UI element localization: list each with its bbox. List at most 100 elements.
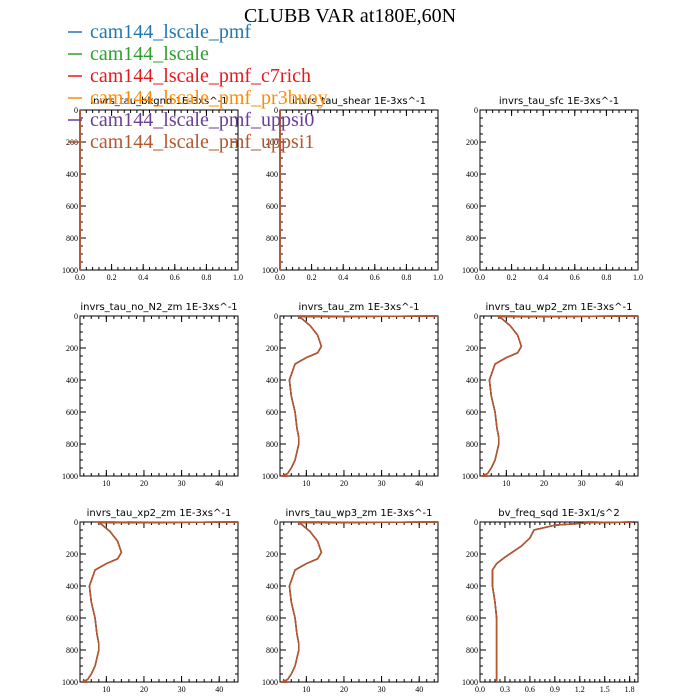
y-tick-label: 0 [274, 312, 278, 321]
x-tick-label: 0.8 [601, 273, 611, 282]
series-line-3 [491, 521, 634, 682]
y-tick-label: 1000 [262, 266, 278, 275]
y-tick-label: 600 [466, 202, 478, 211]
y-tick-label: 800 [266, 234, 278, 243]
y-tick-label: 600 [66, 202, 78, 211]
legend-item: cam144_lscale_pmf_pr3buoy [68, 87, 328, 109]
y-tick-label: 200 [466, 344, 478, 353]
y-tick-label: 400 [466, 582, 478, 591]
legend: cam144_lscale_pmfcam144_lscalecam144_lsc… [68, 21, 328, 153]
x-tick-label: 40 [415, 479, 423, 488]
plot-frame [479, 521, 639, 683]
series-line-4 [491, 521, 634, 682]
y-tick-label: 800 [466, 440, 478, 449]
x-tick-label: 0.6 [525, 685, 535, 694]
series-line-6 [281, 315, 439, 477]
y-tick-label: 0 [74, 518, 78, 527]
x-tick-label: 0.0 [475, 273, 485, 282]
y-tick-label: 400 [466, 376, 478, 385]
y-tick-label: 800 [466, 646, 478, 655]
y-tick-label: 0 [74, 106, 78, 115]
panel-2: invrs_tau_shear 1E-3xs^-1 0 200 400 600 800 10… [262, 96, 443, 282]
x-tick-label: 10 [502, 479, 510, 488]
y-tick-label: 0 [474, 518, 478, 527]
series-line-4 [481, 315, 639, 477]
plot-frame [279, 315, 439, 477]
y-tick-label: 600 [66, 614, 78, 623]
x-tick-label: 0.6 [570, 273, 580, 282]
panel-3: invrs_tau_sfc 1E-3xs^-1 0 200 400 600 800 1000… [462, 96, 643, 282]
x-tick-label: 1.5 [600, 685, 610, 694]
x-tick-label: 1.2 [575, 685, 585, 694]
y-tick-label: 400 [266, 376, 278, 385]
y-tick-label: 600 [266, 614, 278, 623]
y-tick-label: 1000 [462, 472, 478, 481]
y-tick-label: 200 [66, 550, 78, 559]
y-tick-label: 400 [66, 170, 78, 179]
series-line-6 [81, 521, 239, 683]
x-tick-label: 20 [140, 685, 148, 694]
x-tick-label: 40 [215, 685, 223, 694]
figure-title: CLUBB VAR at180E,60N [244, 5, 456, 27]
series-line-5 [491, 521, 634, 682]
x-tick-label: 40 [215, 479, 223, 488]
y-tick-label: 400 [466, 170, 478, 179]
y-tick-label: 1000 [462, 266, 478, 275]
series-line-4 [281, 315, 439, 477]
x-tick-label: 0.4 [538, 273, 548, 282]
x-tick-label: 30 [378, 685, 386, 694]
series-line-6 [281, 521, 439, 683]
x-tick-label: 0.2 [507, 273, 517, 282]
panel-title: invrs_tau_no_N2_zm 1E-3xs^-1 [80, 302, 237, 313]
y-tick-label: 200 [466, 138, 478, 147]
y-tick-label: 400 [266, 582, 278, 591]
x-tick-label: 0.4 [338, 273, 348, 282]
x-tick-label: 20 [140, 479, 148, 488]
panel-1: invrs_tau_bkgnd 1E-3xs^-1020040060080010… [62, 96, 243, 282]
legend-label: cam144_lscale_pmf_uppsi1 [90, 131, 314, 153]
series-line-5 [481, 315, 639, 477]
series-line-3 [281, 521, 439, 683]
x-tick-label: 0.2 [307, 273, 317, 282]
panel-title: invrs_tau_wp2_zm 1E-3xs^-1 [486, 302, 633, 313]
y-tick-label: 600 [66, 408, 78, 417]
panel-9: bv_freq_sqd 1E-3x1/s^2020040060080010000… [462, 508, 639, 694]
legend-item: cam144_lscale [68, 43, 209, 65]
series-line-2 [481, 315, 639, 477]
series-line-3 [81, 521, 239, 683]
y-tick-label: 0 [274, 518, 278, 527]
plot-frame [279, 521, 439, 683]
panel-title: invrs_tau_shear 1E-3xs^-1 [292, 96, 426, 107]
legend-item: cam144_lscale_pmf_c7rich [68, 65, 311, 87]
x-tick-label: 1.0 [433, 273, 443, 282]
legend-label: cam144_lscale_pmf_c7rich [90, 65, 311, 87]
x-tick-label: 0.3 [500, 685, 510, 694]
x-tick-label: 30 [178, 479, 186, 488]
y-tick-label: 0 [474, 312, 478, 321]
y-tick-label: 200 [266, 138, 278, 147]
legend-label: cam144_lscale_pmf_uppsi0 [90, 109, 314, 131]
y-tick-label: 1000 [262, 472, 278, 481]
y-tick-label: 600 [466, 614, 478, 623]
y-tick-label: 0 [74, 312, 78, 321]
y-tick-label: 1000 [62, 472, 78, 481]
series-line-4 [81, 521, 239, 683]
panel-title: invrs_tau_sfc 1E-3xs^-1 [499, 96, 619, 107]
series-line-6 [481, 315, 639, 477]
x-tick-label: 0.0 [475, 685, 485, 694]
x-tick-label: 0.0 [275, 273, 285, 282]
legend-item: cam144_lscale_pmf_uppsi1 [68, 131, 314, 153]
panel-7: invrs_tau_xp2_zm 1E-3xs^-1 0 200 400 600 800 1… [62, 508, 239, 694]
series-line-3 [481, 315, 639, 477]
x-tick-label: 30 [178, 685, 186, 694]
x-tick-label: 10 [302, 479, 310, 488]
y-tick-label: 200 [66, 344, 78, 353]
x-tick-label: 1.0 [633, 273, 643, 282]
y-tick-label: 1000 [62, 678, 78, 687]
y-tick-label: 1000 [62, 266, 78, 275]
y-tick-label: 800 [266, 440, 278, 449]
x-tick-label: 40 [615, 479, 623, 488]
panel-title: invrs_tau_zm 1E-3xs^-1 [298, 302, 419, 313]
y-tick-label: 200 [466, 550, 478, 559]
x-tick-label: 20 [540, 479, 548, 488]
